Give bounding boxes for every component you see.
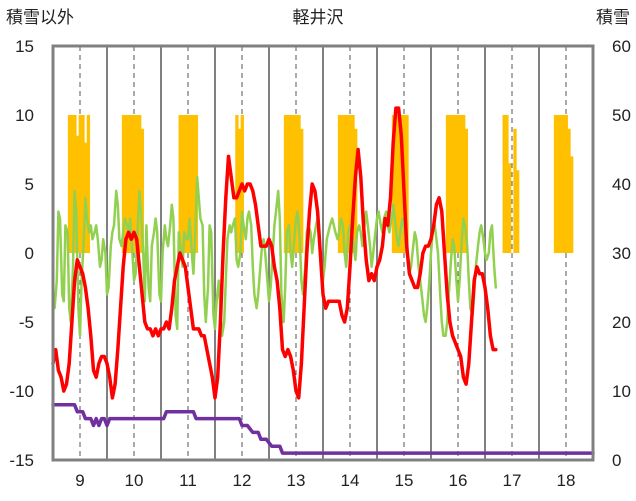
snow-bar <box>178 115 182 253</box>
snow-bar <box>561 115 566 253</box>
snow-bar <box>286 115 290 253</box>
snow-bar <box>507 163 512 253</box>
x-tick-label: 18 <box>557 471 576 490</box>
snow-bar <box>181 115 185 253</box>
snow-bar <box>453 115 458 253</box>
left-tick-label: -5 <box>19 313 34 332</box>
left-tick-label: -15 <box>9 451 34 470</box>
snow-bar <box>186 115 190 253</box>
snow-bar <box>124 115 128 253</box>
snow-bar <box>553 115 558 253</box>
right-tick-label: 0 <box>612 451 621 470</box>
left-tick-label: 5 <box>25 175 34 194</box>
snow-bar <box>86 115 91 253</box>
snow-bar <box>340 115 344 253</box>
snow-bar <box>291 115 296 253</box>
snow-bar <box>459 115 463 253</box>
snow-bar <box>559 115 563 253</box>
snow-bar <box>297 115 301 253</box>
left-tick-label: 0 <box>25 244 34 263</box>
red-series-line <box>51 106 498 400</box>
snow-bar <box>135 115 139 253</box>
plot-frame <box>51 44 595 462</box>
snow-bar <box>337 115 342 253</box>
green-series-line <box>51 175 498 338</box>
snow-bar <box>399 115 404 253</box>
right-tick-labels: 60 50 40 30 20 10 0 <box>612 37 631 470</box>
snow-bar <box>132 115 136 253</box>
snow-bar <box>289 115 293 253</box>
snow-bar <box>235 115 239 253</box>
snow-bar <box>462 115 466 253</box>
right-tick-label: 60 <box>612 37 631 56</box>
left-tick-label: 10 <box>15 106 34 125</box>
snow-bar <box>348 115 352 253</box>
snow-bar <box>127 115 131 253</box>
snow-bar <box>121 115 126 253</box>
snow-bar <box>67 115 72 253</box>
snow-bar <box>294 115 298 253</box>
snow-bar <box>556 115 560 253</box>
snow-bar <box>78 115 82 253</box>
x-tick-label: 15 <box>395 471 414 490</box>
right-tick-label: 20 <box>612 313 631 332</box>
right-tick-label: 10 <box>612 382 631 401</box>
snow-bar <box>81 115 85 253</box>
x-tick-labels: 9 10 11 12 13 14 15 16 17 18 <box>75 471 575 490</box>
right-tick-label: 40 <box>612 175 631 194</box>
snow-bar <box>516 170 520 253</box>
chart-title: 軽井沢 <box>293 8 344 27</box>
snow-bar <box>345 115 350 253</box>
snow-bar <box>448 115 452 253</box>
snow-bar <box>129 115 134 253</box>
x-tick-label: 9 <box>75 471 84 490</box>
right-tick-label: 30 <box>612 244 631 263</box>
left-axis-label: 積雪以外 <box>6 8 74 27</box>
x-tick-label: 10 <box>125 471 144 490</box>
snow-bar <box>564 115 568 253</box>
x-tick-label: 12 <box>233 471 252 490</box>
snow-bar <box>456 115 460 253</box>
snow-bar <box>140 128 145 253</box>
snow-bar <box>445 115 450 253</box>
right-tick-label: 50 <box>612 106 631 125</box>
snow-bar <box>73 115 77 253</box>
snow-bar <box>570 156 574 253</box>
right-axis-label: 積雪 <box>596 8 630 27</box>
x-tick-label: 13 <box>287 471 306 490</box>
snow-bar <box>138 115 142 253</box>
snow-bar <box>567 128 571 253</box>
snow-bar <box>502 115 506 253</box>
snow-bar <box>283 115 288 253</box>
snow-bar <box>451 115 455 253</box>
snow-bar <box>183 115 188 253</box>
snow-bar <box>464 128 469 253</box>
snow-bar <box>189 115 193 253</box>
x-tick-label: 16 <box>449 471 468 490</box>
snow-bar <box>192 115 196 253</box>
x-tick-label: 17 <box>503 471 522 490</box>
left-tick-label: -10 <box>9 382 34 401</box>
snow-bar <box>513 128 517 253</box>
snow-bar <box>405 115 409 253</box>
series-lines <box>51 106 595 455</box>
snow-bar <box>391 115 396 253</box>
snow-bar <box>70 115 74 253</box>
plot-border <box>51 44 595 462</box>
snow-bar <box>394 115 398 253</box>
snow-bar <box>343 115 347 253</box>
x-tick-label: 14 <box>341 471 360 490</box>
snow-bar <box>505 115 509 253</box>
x-tick-label: 11 <box>179 471 197 490</box>
left-tick-labels: 15 10 5 0 -5 -10 -15 <box>9 37 34 470</box>
snow-bar <box>75 135 80 253</box>
snow-bar <box>397 115 401 253</box>
purple-series-line <box>51 403 595 455</box>
left-tick-label: 15 <box>15 37 34 56</box>
snow-bar <box>351 115 355 253</box>
snow-bar <box>300 128 304 253</box>
